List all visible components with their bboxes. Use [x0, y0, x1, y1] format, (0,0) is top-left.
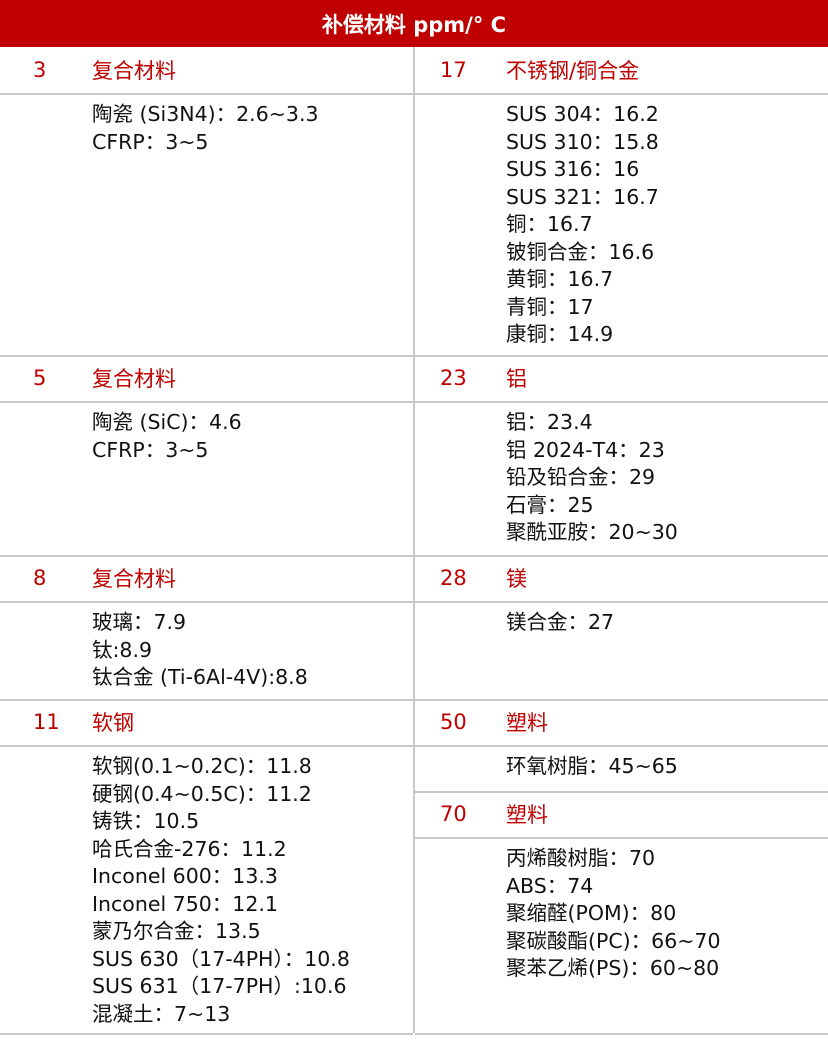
material-list: 镁合金：27: [506, 609, 614, 637]
material-item: SUS 630（17-4PH）：10.8: [92, 946, 350, 971]
material-item: 铝 2024-T4：23: [506, 437, 665, 462]
material-item: 镁合金：27: [506, 610, 615, 634]
material-item: 陶瓷 (Si3N4)：2.6~3.3: [92, 102, 319, 126]
material-group: 塑料: [506, 803, 548, 827]
group-header: 17 不锈钢/铜合金: [440, 47, 828, 93]
material-list: 铝：23.4 铝 2024-T4：23 铅及铅合金：29 石膏：25 聚酰亚胺：20~3…: [506, 409, 678, 547]
material-item: 铅及铅合金：29: [506, 465, 656, 489]
material-item: ABS：74: [506, 873, 594, 898]
cte-value: 11: [33, 710, 60, 734]
group-header: 11 软钢: [33, 699, 413, 745]
row-divider: [0, 745, 413, 747]
group-header: 5 复合材料: [33, 355, 413, 401]
material-item: 铝：23.4: [506, 410, 593, 434]
material-group: 不锈钢/铜合金: [506, 59, 640, 83]
material-item: CFRP：3~5: [92, 129, 209, 154]
material-item: SUS 310：15.8: [506, 129, 659, 154]
material-item: 软钢(0.1~0.2C)：11.8: [92, 754, 312, 778]
material-group: 复合材料: [92, 367, 176, 391]
material-group: 软钢: [92, 711, 134, 735]
material-item: 钛合金 (Ti-6Al-4V):8.8: [92, 665, 308, 689]
group-header: 3 复合材料: [33, 47, 413, 93]
group-header: 70 塑料: [440, 791, 828, 837]
material-item: 铸铁：10.5: [92, 809, 200, 833]
cte-value: 8: [33, 566, 47, 590]
material-item: Inconel 750：12.1: [92, 891, 278, 916]
material-group: 镁: [506, 567, 527, 591]
material-item: 环氧树脂：45~65: [506, 754, 678, 778]
row-divider: [0, 555, 413, 557]
material-group: 铝: [506, 367, 527, 391]
material-item: SUS 321：16.7: [506, 184, 659, 209]
row-divider: [415, 745, 828, 747]
material-list: 陶瓷 (Si3N4)：2.6~3.3 CFRP：3~5: [92, 101, 319, 156]
material-item: CFRP：3~5: [92, 437, 209, 462]
cte-value: 70: [440, 802, 467, 826]
row-divider: [415, 601, 828, 603]
material-item: 钛:8.9: [92, 637, 153, 662]
material-item: 石膏：25: [506, 492, 594, 517]
group-header: 50 塑料: [440, 699, 828, 745]
material-item: 康铜：14.9: [506, 322, 614, 346]
material-item: 聚苯乙烯(PS)：60~80: [506, 956, 720, 980]
cte-value: 23: [440, 366, 467, 390]
material-item: 铜：16.7: [506, 212, 593, 236]
row-divider: [415, 699, 828, 701]
cte-value: 50: [440, 710, 467, 734]
cte-value: 28: [440, 566, 467, 590]
material-item: 铍铜合金：16.6: [506, 239, 655, 264]
material-list: 软钢(0.1~0.2C)：11.8 硬钢(0.4~0.5C)：11.2 铸铁：10.…: [92, 753, 350, 1028]
column-divider: [413, 47, 415, 1033]
cte-value: 3: [33, 58, 47, 82]
row-divider: [415, 93, 828, 95]
row-divider: [0, 1033, 413, 1035]
material-list: SUS 304：16.2 SUS 310：15.8 SUS 316：16 SUS 32…: [506, 101, 659, 349]
row-divider: [0, 93, 413, 95]
row-divider: [415, 555, 828, 557]
material-item: 聚碳酸酯(PC)：66~70: [506, 928, 721, 953]
cte-value: 17: [440, 58, 467, 82]
cte-value: 5: [33, 366, 47, 390]
row-divider: [0, 699, 413, 701]
material-list: 环氧树脂：45~65: [506, 753, 678, 781]
material-item: SUS 304：16.2: [506, 102, 659, 126]
group-header: 23 铝: [440, 355, 828, 401]
row-divider: [415, 1033, 828, 1035]
material-item: 聚缩醛(POM)：80: [506, 901, 677, 925]
material-item: 青铜：17: [506, 294, 594, 319]
material-group: 复合材料: [92, 59, 176, 83]
material-list: 陶瓷 (SiC)：4.6 CFRP：3~5: [92, 409, 242, 464]
material-list: 玻璃：7.9 钛:8.9 钛合金 (Ti-6Al-4V):8.8: [92, 609, 308, 692]
row-divider: [415, 401, 828, 403]
material-item: 黄铜：16.7: [506, 267, 614, 291]
group-header: 8 复合材料: [33, 555, 413, 601]
row-divider: [415, 355, 828, 357]
row-divider: [415, 837, 828, 839]
material-item: SUS 316：16: [506, 157, 640, 181]
group-header: 28 镁: [440, 555, 828, 601]
material-group: 复合材料: [92, 567, 176, 591]
table-title: 补偿材料 ppm/° C: [0, 0, 828, 47]
material-item: 蒙乃尔合金：13.5: [92, 919, 261, 943]
material-item: 玻璃：7.9: [92, 610, 187, 634]
material-item: Inconel 600：13.3: [92, 864, 278, 888]
row-divider: [0, 601, 413, 603]
row-divider: [415, 791, 828, 793]
material-group: 塑料: [506, 711, 548, 735]
material-item: 哈氏合金-276：11.2: [92, 836, 287, 861]
material-item: 混凝土：7~13: [92, 1001, 231, 1026]
material-item: 丙烯酸树脂：70: [506, 846, 656, 870]
row-divider: [0, 355, 413, 357]
material-list: 丙烯酸树脂：70 ABS：74 聚缩醛(POM)：80 聚碳酸酯(PC)：66~70 聚…: [506, 845, 721, 983]
material-item: 硬钢(0.4~0.5C)：11.2: [92, 781, 312, 806]
material-item: 聚酰亚胺：20~30: [506, 520, 678, 544]
material-item: SUS 631（17-7PH）:10.6: [92, 974, 347, 998]
row-divider: [0, 401, 413, 403]
material-item: 陶瓷 (SiC)：4.6: [92, 410, 242, 434]
